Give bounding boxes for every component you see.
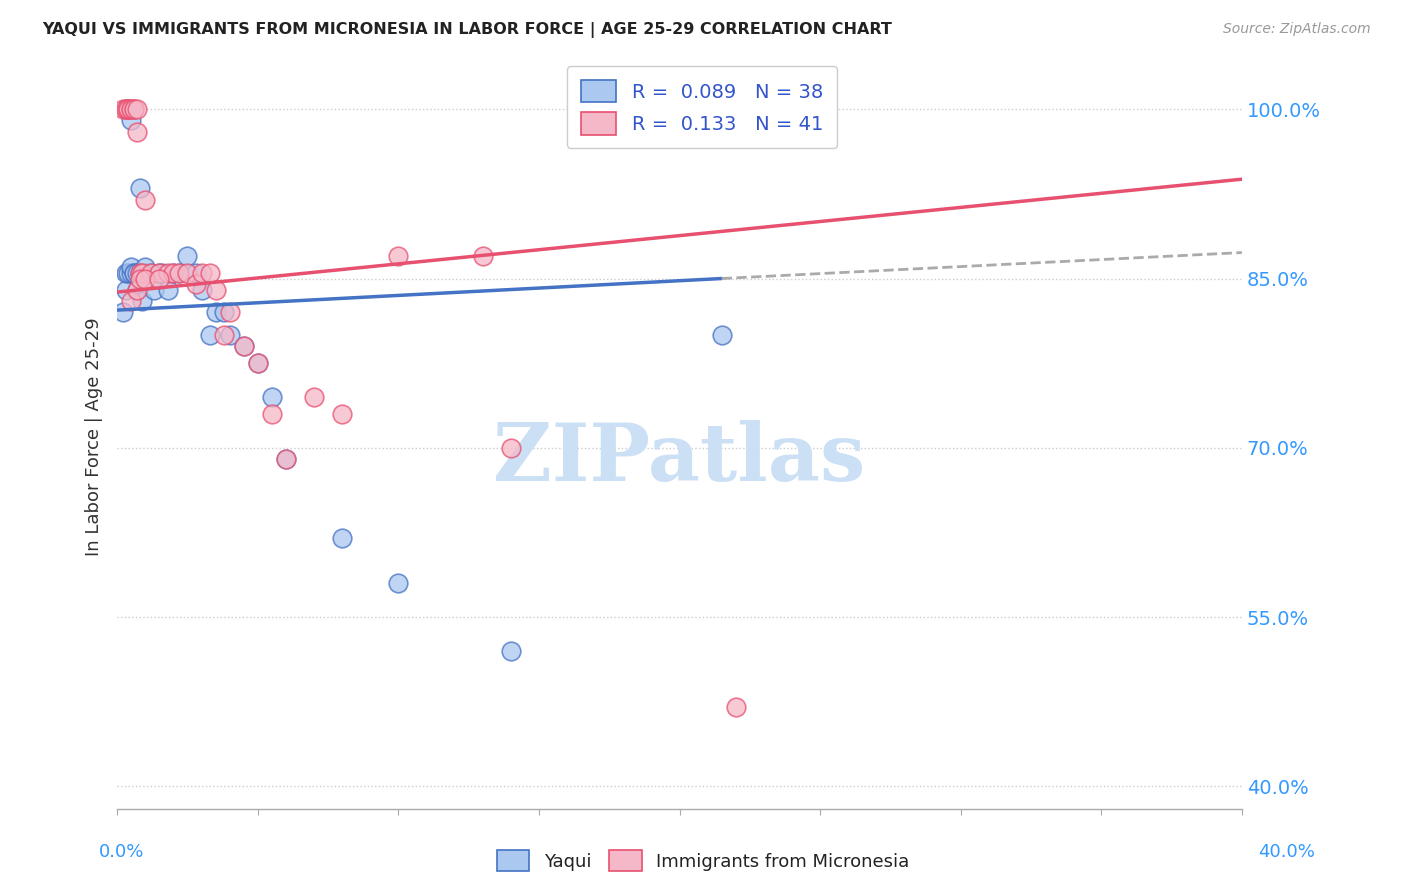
- Point: [125, 102, 148, 116]
- Point: [471, 249, 494, 263]
- Point: [134, 260, 156, 275]
- Point: [204, 283, 226, 297]
- Point: [134, 193, 156, 207]
- Point: [114, 283, 136, 297]
- Point: [710, 328, 733, 343]
- Point: [148, 271, 170, 285]
- Point: [212, 305, 235, 319]
- Point: [246, 356, 269, 370]
- Point: [134, 266, 156, 280]
- Point: [139, 266, 162, 280]
- Point: [114, 102, 136, 116]
- Legend: Yaqui, Immigrants from Micronesia: Yaqui, Immigrants from Micronesia: [489, 843, 917, 879]
- Point: [387, 249, 409, 263]
- Point: [167, 266, 190, 280]
- Point: [218, 305, 240, 319]
- Point: [302, 390, 325, 404]
- Text: Source: ZipAtlas.com: Source: ZipAtlas.com: [1223, 22, 1371, 37]
- Point: [176, 266, 198, 280]
- Point: [128, 271, 150, 285]
- Point: [724, 700, 747, 714]
- Text: YAQUI VS IMMIGRANTS FROM MICRONESIA IN LABOR FORCE | AGE 25-29 CORRELATION CHART: YAQUI VS IMMIGRANTS FROM MICRONESIA IN L…: [42, 22, 891, 38]
- Point: [117, 102, 139, 116]
- Point: [274, 452, 297, 467]
- Point: [122, 102, 145, 116]
- Point: [148, 266, 170, 280]
- Point: [131, 266, 153, 280]
- Point: [128, 266, 150, 280]
- Point: [232, 339, 254, 353]
- Point: [167, 266, 190, 280]
- Point: [131, 294, 153, 309]
- Y-axis label: In Labor Force | Age 25-29: In Labor Force | Age 25-29: [86, 318, 103, 556]
- Point: [111, 305, 134, 319]
- Point: [190, 266, 212, 280]
- Point: [125, 283, 148, 297]
- Point: [232, 339, 254, 353]
- Point: [150, 266, 173, 280]
- Point: [120, 113, 142, 128]
- Point: [120, 294, 142, 309]
- Point: [148, 266, 170, 280]
- Point: [125, 125, 148, 139]
- Point: [120, 260, 142, 275]
- Point: [122, 102, 145, 116]
- Point: [156, 266, 179, 280]
- Point: [330, 531, 353, 545]
- Point: [198, 266, 221, 280]
- Point: [120, 266, 142, 280]
- Point: [128, 181, 150, 195]
- Point: [125, 283, 148, 297]
- Point: [117, 266, 139, 280]
- Point: [212, 328, 235, 343]
- Point: [122, 266, 145, 280]
- Point: [274, 452, 297, 467]
- Legend: R =  0.089   N = 38, R =  0.133   N = 41: R = 0.089 N = 38, R = 0.133 N = 41: [568, 66, 837, 148]
- Text: ZIPatlas: ZIPatlas: [494, 420, 866, 498]
- Point: [128, 266, 150, 280]
- Point: [114, 266, 136, 280]
- Text: 0.0%: 0.0%: [98, 843, 143, 861]
- Point: [499, 644, 522, 658]
- Point: [114, 102, 136, 116]
- Point: [162, 266, 184, 280]
- Point: [499, 441, 522, 455]
- Text: 40.0%: 40.0%: [1258, 843, 1315, 861]
- Point: [156, 283, 179, 297]
- Point: [162, 266, 184, 280]
- Point: [387, 576, 409, 591]
- Point: [142, 283, 165, 297]
- Point: [176, 249, 198, 263]
- Point: [260, 390, 283, 404]
- Point: [120, 102, 142, 116]
- Point: [122, 266, 145, 280]
- Point: [204, 305, 226, 319]
- Point: [190, 283, 212, 297]
- Point: [134, 271, 156, 285]
- Point: [184, 266, 207, 280]
- Point: [198, 328, 221, 343]
- Point: [120, 102, 142, 116]
- Point: [111, 102, 134, 116]
- Point: [260, 407, 283, 421]
- Point: [330, 407, 353, 421]
- Point: [139, 266, 162, 280]
- Point: [117, 102, 139, 116]
- Point: [184, 277, 207, 292]
- Point: [125, 266, 148, 280]
- Point: [246, 356, 269, 370]
- Point: [218, 328, 240, 343]
